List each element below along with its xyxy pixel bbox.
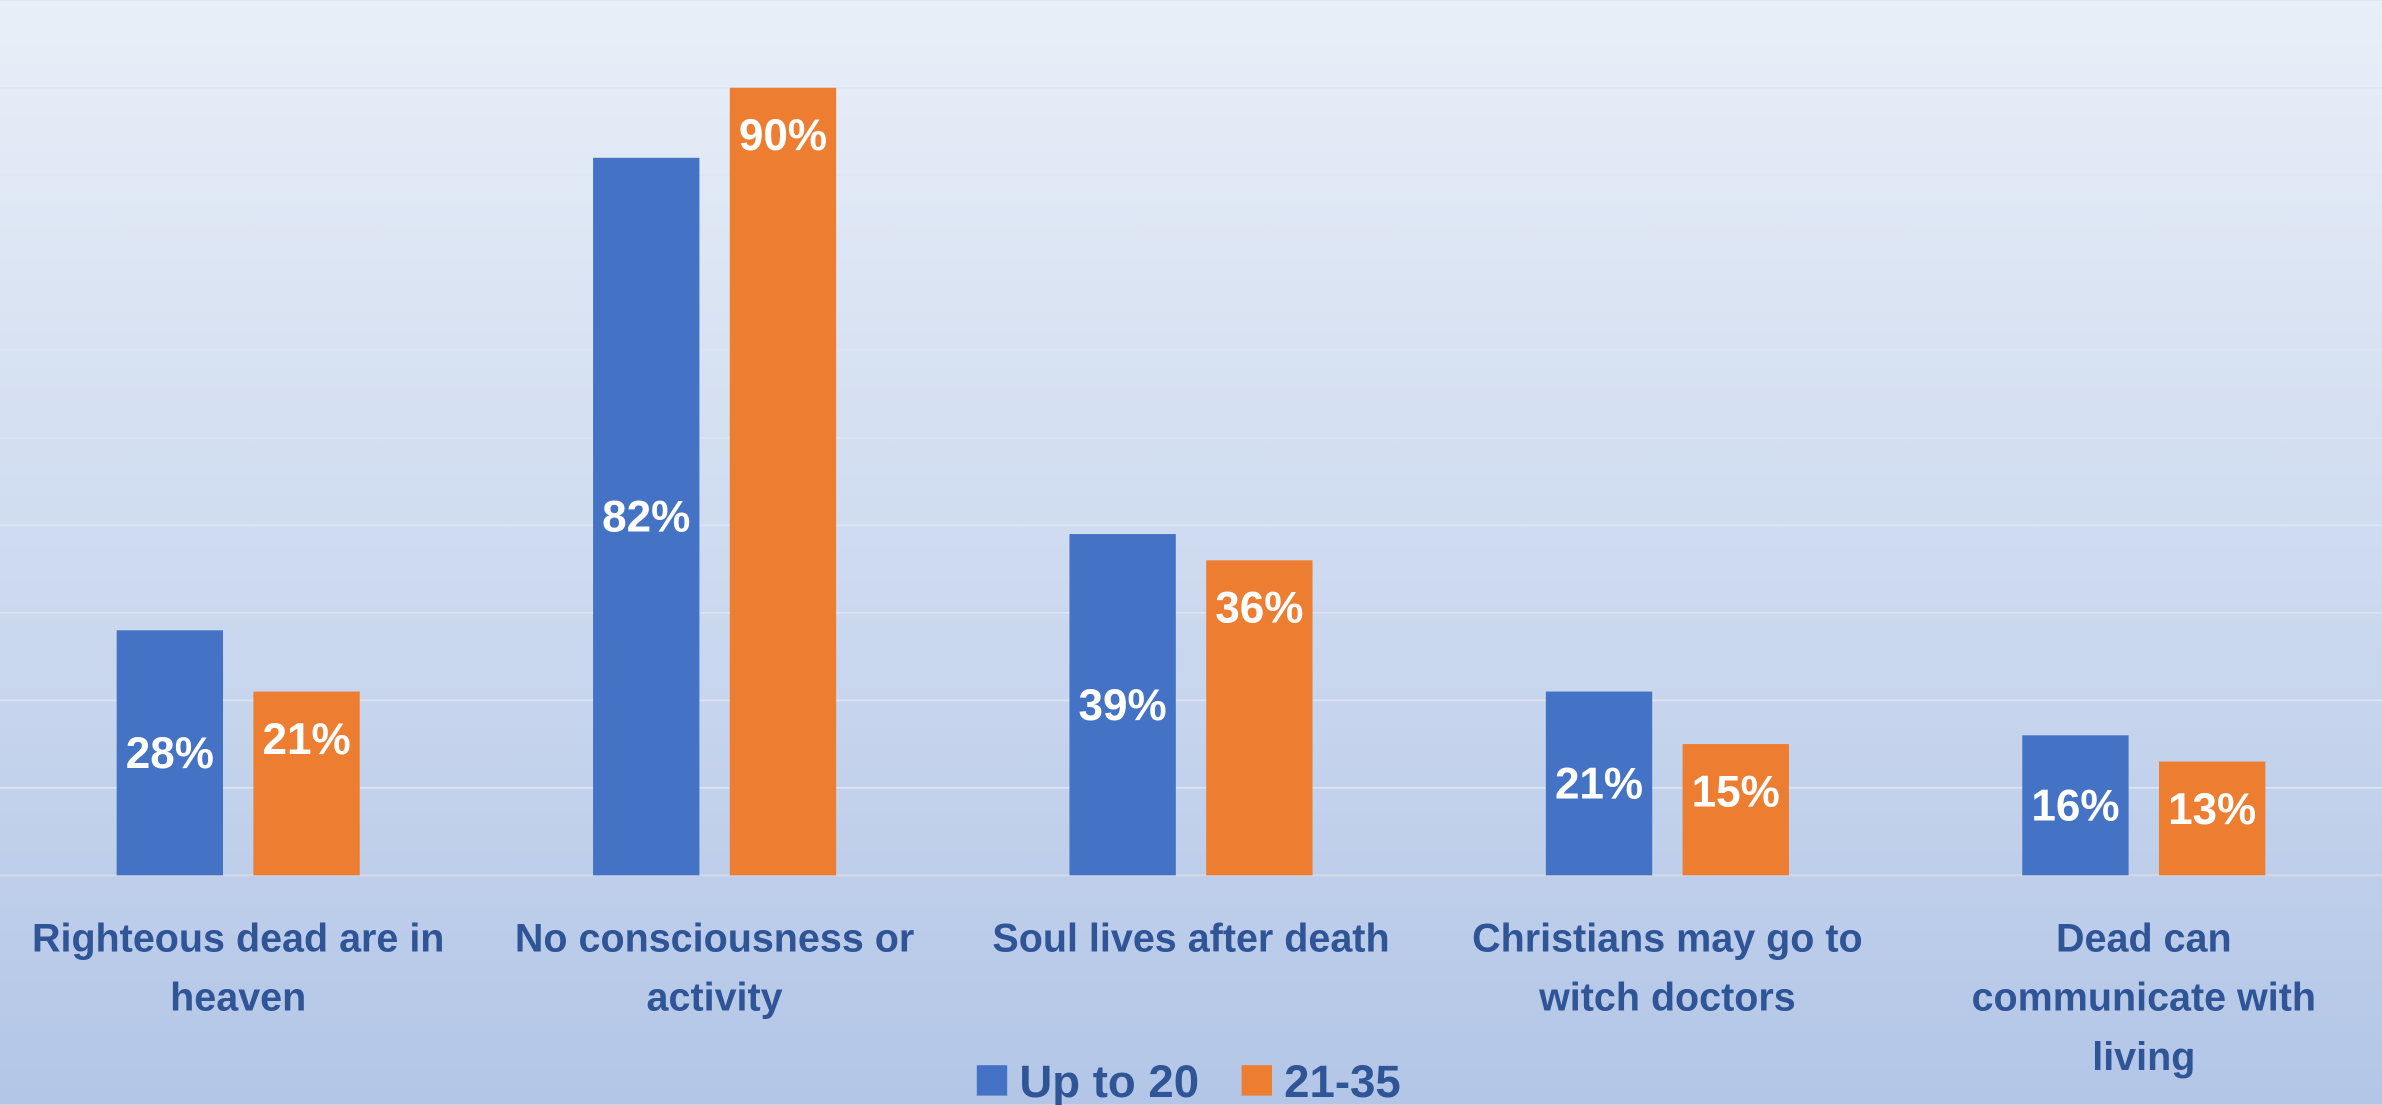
bar	[2022, 735, 2129, 876]
bar	[2158, 761, 2266, 876]
legend-swatch	[976, 1065, 1008, 1096]
bar	[1682, 744, 1789, 876]
x-tick-label: Soul lives after death	[992, 916, 1389, 960]
x-tick-label: Christians may go to witch doctors	[1472, 916, 1863, 1019]
bar	[116, 630, 224, 876]
bar	[1545, 691, 1653, 876]
x-tick-label: Righteous dead are in heaven	[32, 916, 444, 1019]
data-label: 21%	[262, 715, 350, 764]
x-tick-label: No consciousness or activity	[515, 916, 914, 1019]
legend-label: 21-35	[1284, 1056, 1401, 1105]
data-label: 28%	[126, 729, 214, 778]
data-label: 15%	[1692, 767, 1780, 816]
data-label: 13%	[2168, 785, 2256, 834]
legend-label: Up to 20	[1019, 1056, 1199, 1105]
data-label: 90%	[739, 111, 827, 160]
bar	[729, 87, 837, 876]
data-label: 36%	[1215, 584, 1303, 633]
bar	[593, 157, 700, 876]
data-label: 82%	[602, 493, 690, 542]
legend-swatch	[1241, 1065, 1273, 1096]
bar	[253, 691, 360, 876]
data-label: 39%	[1079, 681, 1167, 730]
bar	[1069, 534, 1176, 876]
data-label: 21%	[1555, 760, 1643, 809]
data-label: 16%	[2031, 782, 2119, 831]
bar	[1206, 560, 1313, 876]
x-tick-label: Dead can communicate with living	[1972, 916, 2316, 1078]
